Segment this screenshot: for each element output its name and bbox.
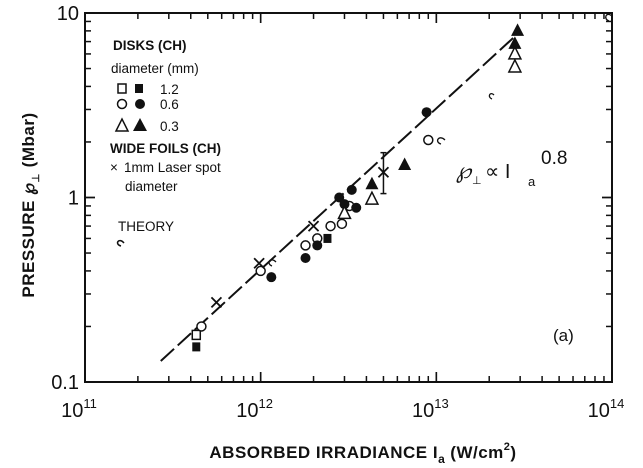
x-tick-label: 1011: [61, 396, 97, 422]
data-point-circle-filled: [312, 240, 323, 251]
x-tick-label: 1013: [412, 396, 449, 422]
x-tick-base: 10: [588, 400, 610, 422]
data-point-triangle-open: [337, 204, 352, 220]
scaling-sub-a: a: [528, 174, 536, 189]
x-tick-exponent: 14: [610, 396, 624, 411]
scaling-proportional: ∝ I: [485, 161, 510, 183]
data-point-circle-filled: [346, 184, 357, 195]
data-point-cross: [307, 220, 320, 232]
scan-mark-icon: [605, 13, 613, 22]
x-tick-base: 10: [236, 400, 258, 422]
legend-foils-line1: 1mm Laser spot: [124, 160, 221, 175]
y-axis-title-sub: ⊥: [31, 173, 42, 182]
data-point-circle-filled: [421, 107, 432, 118]
x-tick-exponent: 12: [259, 396, 273, 411]
data-point-cross: [210, 296, 223, 309]
scaling-law-annotation: ℘ ⊥ ∝ I a 0.8: [456, 148, 567, 189]
data-markers: [191, 23, 525, 352]
x-axis-unit-close: ): [510, 443, 516, 462]
data-point-circle-open: [325, 220, 336, 232]
legend-triangle-filled-marker: [133, 118, 147, 131]
x-tick-label: 1012: [236, 396, 273, 422]
legend-square-open-marker: [117, 83, 127, 94]
data-point-circle-filled: [300, 252, 311, 263]
x-axis-title-sub: a: [438, 452, 445, 466]
theory-label: THEORY: [118, 219, 174, 234]
x-axis-unit-open: (W/cm: [450, 443, 504, 462]
y-axis-title-text: PRESSURE ℘: [19, 183, 39, 298]
data-point-cross: [253, 257, 265, 269]
x-axis-title-text: ABSORBED IRRADIANCE I: [209, 443, 438, 462]
data-point-circle-filled: [351, 202, 362, 213]
scan-mark-icon: [268, 259, 277, 267]
legend-label-1-2: 1.2: [160, 82, 179, 97]
legend-triangle-open-marker: [114, 117, 130, 132]
legend-foils-title: WIDE FOILS (CH): [110, 141, 221, 156]
x-tick-base: 10: [61, 400, 83, 422]
legend-subtitle: diameter (mm): [111, 61, 199, 76]
theory-squiggle-icon: [116, 239, 125, 247]
data-point-circle-filled: [339, 199, 350, 210]
x-tick-labels: 1011 1012 1013 1014: [61, 396, 624, 422]
x-tick-label: 1014: [588, 396, 625, 422]
data-point-triangle-open: [364, 190, 380, 205]
legend-title: DISKS (CH): [113, 38, 187, 53]
x-axis-unit-sup: 2: [504, 441, 511, 453]
data-point-cross: [377, 166, 390, 178]
y-axis-title-unit: (Mbar): [19, 112, 38, 167]
data-point-triangle-filled: [511, 23, 525, 36]
data-point-triangle-open: [507, 45, 523, 60]
x-tick-exponent: 11: [83, 396, 97, 411]
legend-circle-filled-marker: [135, 99, 145, 109]
scaling-exponent: 0.8: [541, 148, 567, 169]
data-point-circle-filled: [266, 272, 277, 283]
legend: DISKS (CH) diameter (mm) 1.2 0.6 0.3 WID…: [110, 38, 221, 247]
legend-square-filled-marker: [135, 84, 143, 93]
data-point-circle-open: [255, 265, 266, 277]
x-axis-title: ABSORBED IRRADIANCE Ia (W/cm2): [209, 441, 516, 466]
data-point-circle-open: [336, 218, 348, 230]
legend-circle-open-marker: [116, 98, 128, 110]
data-point-circle-open: [196, 321, 207, 332]
x-tick-exponent: 13: [434, 396, 448, 411]
data-point-square-open: [191, 329, 202, 341]
panel-label: (a): [553, 326, 574, 345]
data-point-triangle-filled: [508, 36, 522, 49]
y-tick-label: 1: [68, 188, 79, 210]
data-point-circle-open: [300, 240, 311, 251]
y-tick-label: 0.1: [51, 372, 79, 394]
legend-label-0-3: 0.3: [160, 119, 179, 134]
y-axis-title: PRESSURE ℘⊥ (Mbar): [19, 112, 42, 297]
data-point-circle-filled: [334, 192, 345, 203]
legend-foils-marker: ×: [110, 160, 118, 175]
data-point-triangle-open: [507, 58, 523, 73]
legend-label-0-6: 0.6: [160, 97, 179, 112]
x-tick-base: 10: [412, 400, 434, 422]
data-point-triangle-filled: [365, 176, 379, 190]
scaling-subscript: ⊥: [472, 175, 482, 187]
legend-foils-line2: diameter: [125, 179, 178, 194]
data-point-square-filled: [323, 233, 332, 243]
y-tick-label: 10: [57, 3, 79, 25]
axis-ticks: [84, 12, 613, 383]
scan-mark-icon: [488, 93, 495, 100]
scaling-symbol: ℘: [456, 158, 473, 183]
data-point-triangle-filled: [398, 157, 412, 171]
y-tick-labels: 0.1 1 10: [51, 3, 79, 394]
data-point-square-filled: [192, 342, 201, 352]
scan-mark-icon: [436, 137, 446, 145]
data-point-circle-open: [423, 134, 434, 146]
